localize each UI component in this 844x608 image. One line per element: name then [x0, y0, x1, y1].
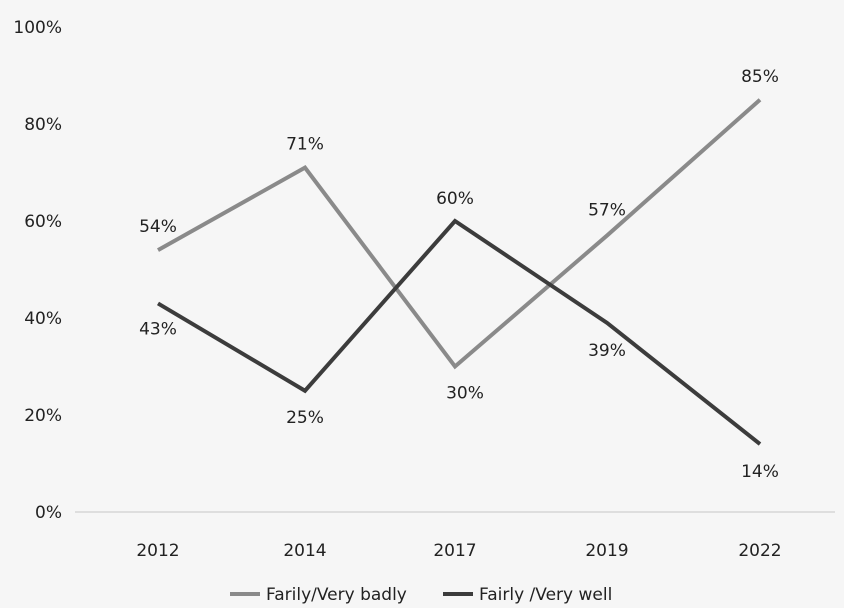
y-tick-label: 80% [24, 115, 62, 135]
x-tick-label: 2019 [585, 541, 628, 561]
axis-group: 0% 20% 40% 60% 80% 100% 2012 2014 2017 2019 2022 [13, 18, 835, 561]
data-label: 54% [139, 217, 177, 237]
data-label: 85% [741, 67, 779, 87]
data-labels: 54% 71% 30% 57% 85% 43% 25% 60% 39% 14% [139, 67, 779, 482]
series-line-1 [157, 98, 762, 370]
data-label: 43% [139, 319, 177, 339]
x-tick-label: 2017 [433, 541, 476, 561]
data-label: 60% [436, 189, 474, 209]
legend-label: Fairly /Very well [479, 585, 612, 605]
data-label: 39% [588, 341, 626, 361]
x-tick-label: 2012 [136, 541, 179, 561]
data-label: 57% [588, 201, 626, 221]
x-tick-label: 2014 [283, 541, 326, 561]
data-label: 25% [286, 408, 324, 428]
y-tick-label: 60% [24, 212, 62, 232]
x-tick-label: 2022 [738, 541, 781, 561]
series-lines [156, 98, 762, 446]
data-label: 14% [741, 462, 779, 482]
y-tick-label: 0% [35, 503, 62, 523]
y-tick-label: 40% [24, 309, 62, 329]
legend: Farily/Very badly Fairly /Very well [230, 585, 612, 605]
legend-label: Farily/Very badly [266, 585, 407, 605]
data-label: 71% [286, 135, 324, 155]
y-tick-label: 100% [13, 18, 62, 38]
data-label: 30% [446, 384, 484, 404]
y-tick-label: 20% [24, 406, 62, 426]
series-line-2 [156, 218, 762, 446]
